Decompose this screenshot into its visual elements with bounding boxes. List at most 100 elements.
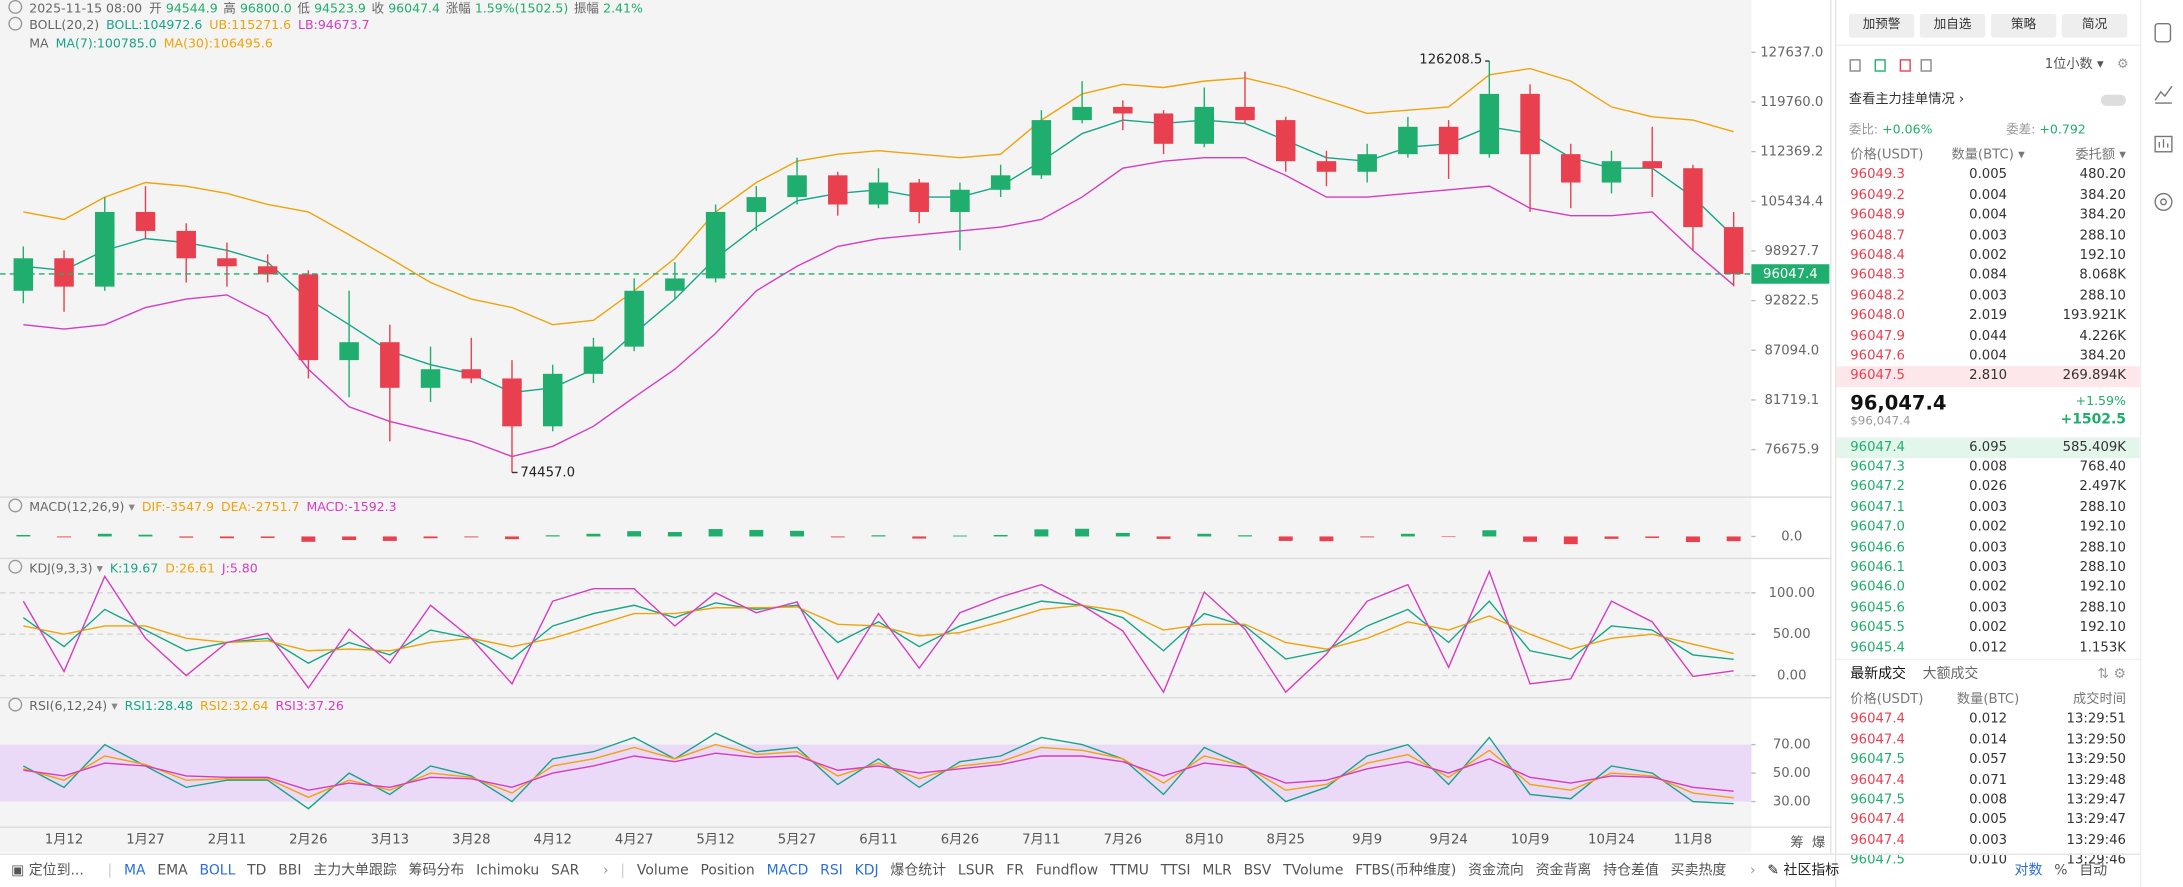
button[interactable]: 加预警 [1848,13,1915,38]
toolbar-item[interactable]: MACD [766,863,809,879]
toolbar-item[interactable]: 筹码分布 [408,863,465,879]
toolbar-item[interactable]: Position [700,863,755,879]
x-tick-label: 6月26 [941,833,979,848]
bid-row[interactable]: 96045.4 0.012 1.153K [1836,639,2140,659]
trade-row: 96047.5 0.010 13:29:46 [1836,851,2140,871]
toolbar-item[interactable]: BOLL [199,863,236,879]
toolbar-item[interactable]: 主力大单跟踪 [313,863,397,879]
bid-row[interactable]: 96046.1 0.003 288.10 [1836,558,2140,578]
toolbar-item[interactable]: TVolume [1283,863,1344,879]
toolbar-item[interactable]: LSUR [957,863,995,879]
toolbar-item[interactable]: 持仓差值 [1603,863,1659,879]
button[interactable]: 加自选 [1919,13,1986,38]
macd-bar [1197,533,1212,537]
cell: 13:29:46 [2066,852,2126,868]
ask-row[interactable]: 96048.4 0.002 192.10 [1836,246,2140,266]
toolbar-item[interactable]: BBI [278,863,302,879]
button[interactable]: 简况 [2061,13,2128,38]
toolbar-item[interactable]: TD [247,863,267,879]
pane-title[interactable]: MACD(12,26,9) [29,501,125,516]
more[interactable]: › [602,863,609,879]
candle-body [1235,106,1255,121]
dropdown[interactable]: ▾ [96,562,103,577]
settings-icon[interactable]: ⚙ [2116,57,2129,73]
legend-item: K:19.67 [109,562,159,577]
ask-row[interactable]: 96049.3 0.005 480.20 [1836,166,2140,186]
ask-row[interactable]: 96048.9 0.004 384.20 [1836,206,2140,226]
toolbar-item[interactable]: Volume [636,863,689,879]
tab[interactable]: 最新成交 [1850,666,1906,683]
toolbar-item[interactable]: EMA [157,863,188,879]
toolbar-item[interactable]: 资金流向 [1468,863,1524,879]
main-orders-link[interactable]: 查看主力挂单情况 [1848,91,1955,108]
pane-title[interactable]: KDJ(9,3,3) [29,562,93,577]
toolbar-item[interactable]: 爆仓统计 [890,863,947,879]
toolbar-item[interactable]: RSI [820,863,843,879]
more[interactable]: › [1750,863,1756,879]
bid-row[interactable]: 96047.2 0.026 2.497K [1836,478,2140,498]
trade-header: 价格(USDT) 数量(BTC) 成交时间 [1836,691,2140,711]
x-tick-label: 7月26 [1104,833,1142,848]
main-orders[interactable]: 查看主力挂单情况 › [1836,85,2140,116]
x-tick-label: 1月27 [126,833,164,848]
toolbar-item[interactable]: FTBS(币种维度) [1355,863,1457,879]
toolbar-item[interactable]: TTSI [1160,863,1191,879]
bid-row[interactable]: 96047.1 0.003 288.10 [1836,498,2140,518]
ask-row[interactable]: 96047.6 0.004 384.20 [1836,347,2140,367]
layout-icons[interactable] [1849,58,1933,72]
corner-text[interactable]: 爆 [1812,835,1826,851]
legend-item: UB:115271.6 [209,19,292,34]
ask-row[interactable]: 96049.2 0.004 384.20 [1836,186,2140,206]
ask-row[interactable]: 96048.3 0.084 8.068K [1836,266,2140,286]
toolbar-item[interactable]: TTMU [1109,863,1149,879]
tab[interactable]: 大额成交 [1922,666,1979,683]
cell: 13:29:47 [2066,812,2126,828]
side-icons[interactable] [2141,0,2183,279]
toolbar-item[interactable]: KDJ [854,863,879,879]
toolbar-item[interactable]: SAR [550,863,580,879]
bid-row[interactable]: 96047.0 0.002 192.10 [1836,518,2140,538]
cell: 192.10 [2079,579,2126,596]
pane-title[interactable]: RSI(6,12,24) [29,700,108,715]
column-header: 委托额 ▾ [2075,147,2126,163]
toolbar-item[interactable]: % [2054,863,2068,879]
ask-row[interactable]: 96048.0 2.019 193.921K [1836,307,2140,327]
trade-row: 96047.4 0.003 13:29:46 [1836,831,2140,851]
cell: 193.921K [2062,307,2126,324]
cell: 0.012 [1969,712,2008,728]
cell: 0.084 [1969,267,2008,284]
bid-row[interactable]: 96045.5 0.002 192.10 [1836,619,2140,639]
toolbar-item[interactable]: MA [123,863,146,879]
toolbar-item[interactable]: BSV [1243,863,1272,879]
bid-row[interactable]: 96047.4 6.095 585.409K [1836,438,2140,459]
last-price-box [1751,264,1830,284]
toolbar-item[interactable]: Fundflow [1035,863,1099,879]
bid-row[interactable]: 96045.6 0.003 288.10 [1836,599,2140,619]
toolbar-item[interactable]: 自动 [2079,863,2108,879]
dropdown[interactable]: ▾ [111,700,118,715]
toolbar-item[interactable]: 对数 [2014,863,2043,879]
cell: 96047.5 [1850,752,1905,768]
precision-select[interactable]: 1位小数 ▾ [2044,57,2104,73]
button[interactable]: 策略 [1990,13,2057,38]
toolbar-item[interactable]: 资金背离 [1535,863,1592,879]
toolbar-item[interactable]: 买卖热度 [1670,863,1727,879]
cell: 96048.4 [1850,247,1905,264]
community[interactable]: ✎ 社区指标 [1767,863,1840,879]
ask-row[interactable]: 96047.5 2.810 269.894K [1836,366,2140,387]
toolbar-item[interactable]: Ichimoku [476,863,540,879]
toggle[interactable] [2100,94,2126,106]
tab-icons[interactable]: ⇅ ⚙ [2097,666,2126,683]
dropdown[interactable]: ▾ [128,501,135,516]
toolbar-item[interactable]: MLR [1202,863,1232,879]
ask-row[interactable]: 96048.7 0.003 288.10 [1836,226,2140,246]
macd-bar [179,536,194,538]
locate[interactable]: ▣ 定位到... [11,863,84,879]
bid-row[interactable]: 96047.3 0.008 768.40 [1836,458,2140,478]
corner-text[interactable]: 筹 [1790,835,1804,851]
toolbar-item[interactable]: FR [1006,863,1024,879]
bid-row[interactable]: 96046.0 0.002 192.10 [1836,578,2140,598]
ask-row[interactable]: 96047.9 0.044 4.226K [1836,327,2140,347]
ask-row[interactable]: 96048.2 0.003 288.10 [1836,286,2140,306]
bid-row[interactable]: 96046.6 0.003 288.10 [1836,538,2140,558]
